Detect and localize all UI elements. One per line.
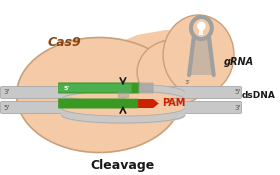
Ellipse shape	[61, 84, 184, 101]
Polygon shape	[189, 37, 214, 75]
Ellipse shape	[163, 15, 234, 95]
Text: Cleavage: Cleavage	[91, 159, 155, 172]
FancyBboxPatch shape	[1, 86, 242, 99]
Text: Target: Target	[71, 99, 103, 108]
Circle shape	[197, 22, 206, 30]
FancyBboxPatch shape	[125, 99, 138, 108]
Ellipse shape	[61, 99, 184, 116]
Polygon shape	[138, 99, 159, 108]
FancyBboxPatch shape	[58, 84, 132, 92]
Text: 5': 5'	[63, 86, 70, 90]
Ellipse shape	[137, 40, 213, 104]
FancyBboxPatch shape	[1, 102, 242, 114]
Text: 3': 3'	[4, 89, 10, 96]
FancyBboxPatch shape	[58, 82, 139, 93]
FancyBboxPatch shape	[139, 82, 154, 93]
Text: 3': 3'	[184, 80, 190, 85]
Text: gRNA: gRNA	[224, 57, 254, 67]
Text: PAM: PAM	[162, 99, 185, 108]
Text: Cas9: Cas9	[47, 36, 81, 48]
Text: 5': 5'	[4, 104, 10, 110]
Polygon shape	[113, 30, 199, 100]
Text: 3': 3'	[234, 104, 241, 110]
Text: 5': 5'	[234, 89, 241, 96]
Ellipse shape	[17, 37, 182, 152]
Bar	[199, 29, 203, 35]
Text: dsDNA: dsDNA	[242, 90, 276, 100]
FancyBboxPatch shape	[58, 99, 125, 108]
